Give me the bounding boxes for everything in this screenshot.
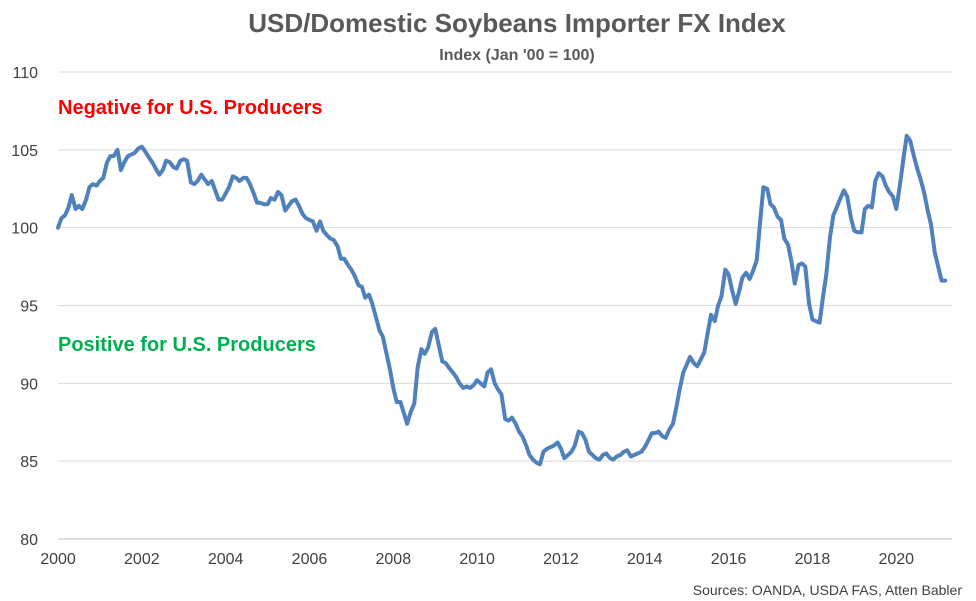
x-tick-label: 2002 — [124, 551, 160, 568]
x-axis-tick-labels: 2000 2002 2004 2006 2008 2010 2012 2014 2016 2018… — [40, 551, 914, 568]
x-tick-label: 2016 — [711, 551, 747, 568]
x-tick-label: 2018 — [795, 551, 831, 568]
y-tick-label: 90 — [20, 376, 38, 393]
y-tick-label: 85 — [20, 454, 38, 471]
y-tick-label: 80 — [20, 532, 38, 549]
x-tick-label: 2008 — [376, 551, 412, 568]
chart-title: USD/Domestic Soybeans Importer FX Index — [248, 8, 786, 38]
y-tick-label: 100 — [11, 221, 38, 238]
chart-subtitle: Index (Jan '00 = 100) — [439, 47, 594, 64]
x-tick-label: 2010 — [459, 551, 495, 568]
annotation-negative: Negative for U.S. Producers — [58, 97, 323, 119]
x-tick-label: 2020 — [878, 551, 914, 568]
x-tick-label: 2014 — [627, 551, 663, 568]
x-tick-label: 2000 — [40, 551, 76, 568]
y-axis-tick-labels: 80 85 90 95 100 105 110 — [11, 65, 38, 549]
y-tick-label: 95 — [20, 299, 38, 316]
series-layer — [56, 133, 948, 467]
x-tick-label: 2012 — [543, 551, 579, 568]
gridlines — [58, 71, 952, 540]
x-tick-label: 2006 — [292, 551, 328, 568]
source-note: Sources: OANDA, USDA FAS, Atten Babler — [693, 582, 963, 598]
y-tick-label: 105 — [11, 143, 38, 160]
y-tick-label: 110 — [12, 65, 38, 82]
annotation-positive: Positive for U.S. Producers — [58, 334, 316, 356]
x-tick-label: 2004 — [208, 551, 244, 568]
series-line — [56, 133, 948, 467]
